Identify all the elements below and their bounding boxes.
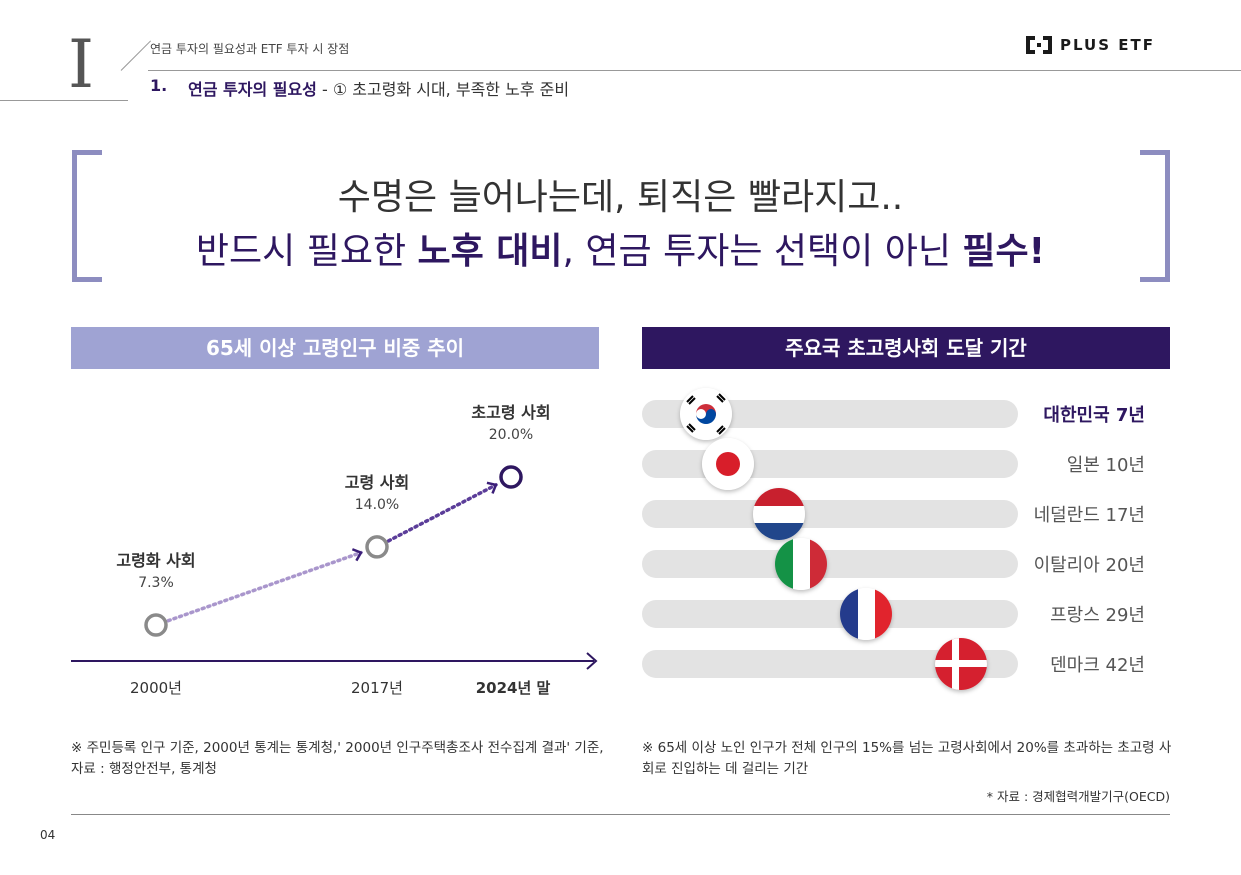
bar-label: 프랑스 29년 — [1050, 605, 1145, 626]
section-title: 연금 투자의 필요성 - ① 초고령화 시대, 부족한 노후 준비 — [188, 76, 569, 100]
bar-label: 덴마크 42년 — [1050, 655, 1145, 676]
page-number: 04 — [40, 828, 56, 842]
data-point — [144, 613, 168, 637]
source-note: * 자료 : 경제협력개발기구(OECD) — [986, 789, 1170, 804]
brand-logo-text: PLUS ETF — [1060, 36, 1155, 54]
x-tick-label: 2017년 — [351, 679, 403, 697]
data-point — [499, 465, 523, 489]
netherlands-flag-icon — [752, 488, 805, 540]
headline-emphasis-2: 필수! — [962, 231, 1046, 272]
korea-flag-icon — [680, 388, 732, 440]
bar-track — [642, 550, 1018, 578]
right-bracket — [1140, 150, 1170, 282]
brand-logo: PLUS ETF — [1026, 36, 1155, 54]
header-divider-slash — [120, 40, 152, 71]
data-label: 20.0% — [488, 427, 534, 443]
headline-line-1: 수명은 늘어나는데, 퇴직은 빨라지고.. — [337, 177, 904, 218]
trend-arrow-icon — [351, 548, 363, 562]
trend-arrow-icon — [486, 481, 498, 494]
bar-track — [642, 450, 1018, 478]
left-bracket — [72, 150, 102, 282]
right-panel-title: 주요국 초고령사회 도달 기간 — [642, 327, 1170, 369]
right-footnote: ※ 65세 이상 노인 인구가 전체 인구의 15%를 넘는 고령사회에서 20… — [642, 740, 1172, 777]
section-title-rest: - ① 초고령화 시대, 부족한 노후 준비 — [316, 80, 570, 99]
plus-logo-icon — [1026, 36, 1052, 54]
section-title-bold: 연금 투자의 필요성 — [188, 80, 317, 99]
header-divider-top — [148, 70, 1241, 71]
data-label: 14.0% — [354, 496, 400, 513]
bar-label: 이탈리아 20년 — [1033, 555, 1145, 576]
footer-divider — [71, 814, 1170, 815]
bar-label: 일본 10년 — [1066, 455, 1145, 476]
bar-track — [642, 500, 1018, 528]
data-label: 7.3% — [138, 575, 174, 591]
denmark-flag-icon — [935, 638, 987, 690]
trend-line-segment — [166, 550, 363, 623]
bar-label: 대한민국 7년 — [1043, 405, 1145, 426]
section-number: 1. — [150, 76, 168, 95]
stage-label: 고령 사회 — [344, 472, 410, 492]
trend-line-segment — [386, 483, 498, 543]
data-point — [365, 535, 389, 559]
headline-part-c: , 연금 투자는 선택이 아닌 — [562, 231, 963, 272]
france-flag-icon — [840, 588, 893, 640]
japan-flag-icon — [701, 438, 754, 490]
stage-label: 고령화 사회 — [116, 551, 196, 570]
bar-track — [642, 600, 1018, 628]
stage-label: 초고령 사회 — [471, 403, 551, 422]
headline-emphasis-1: 노후 대비 — [417, 231, 563, 272]
x-tick-label: 2024년 말 — [475, 679, 551, 697]
chapter-roman-numeral: I — [68, 26, 95, 103]
header-divider — [0, 100, 128, 101]
x-tick-label: 2000년 — [130, 679, 182, 697]
breadcrumb: 연금 투자의 필요성과 ETF 투자 시 장점 — [150, 42, 350, 56]
headline-part-a: 반드시 필요한 — [195, 231, 418, 272]
aging-population-chart — [71, 465, 598, 670]
italy-flag-icon — [774, 538, 827, 590]
left-panel-title: 65세 이상 고령인구 비중 추이 — [71, 327, 599, 369]
headline-line-2: 반드시 필요한 노후 대비, 연금 투자는 선택이 아닌 필수! — [0, 222, 1241, 274]
bar-label: 네덜란드 17년 — [1033, 505, 1145, 526]
left-footnote: ※ 주민등록 인구 기준, 2000년 통계는 통계청,' 2000년 인구주택… — [71, 740, 604, 777]
axis-arrow-icon — [586, 652, 598, 670]
